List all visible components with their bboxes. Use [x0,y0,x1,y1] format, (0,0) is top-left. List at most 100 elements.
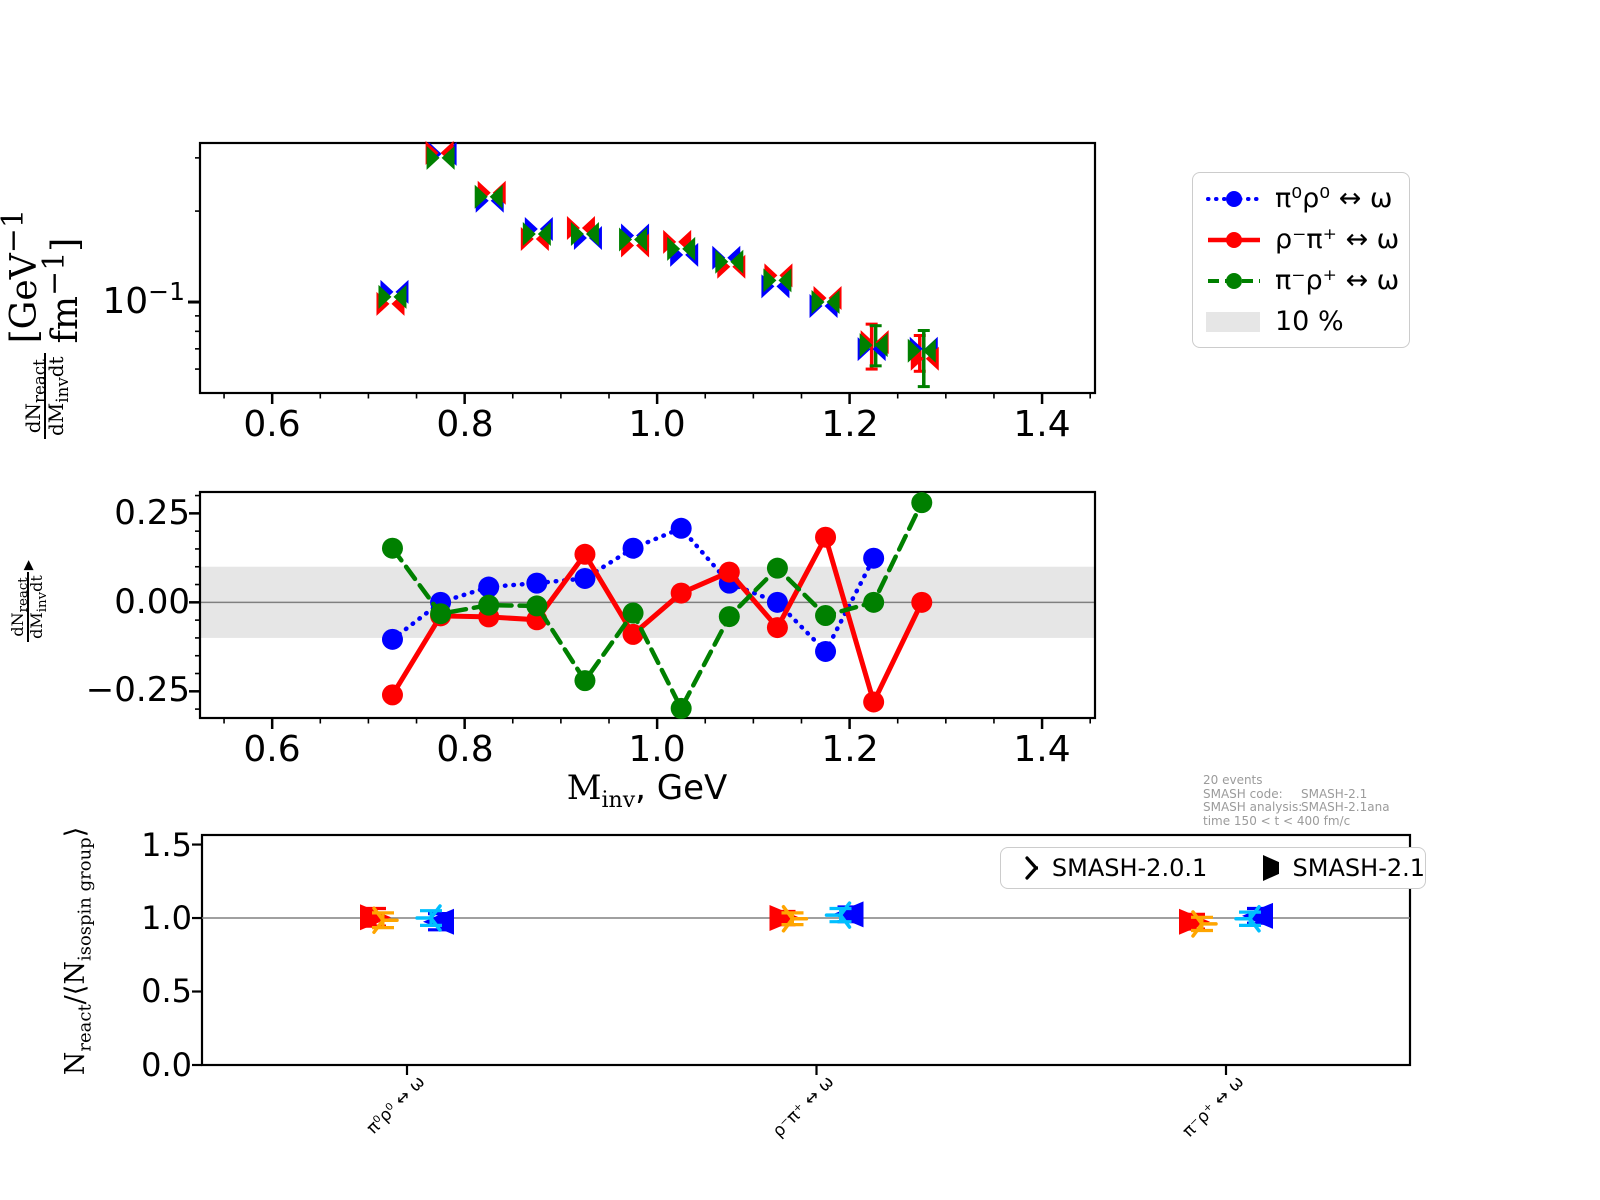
data-point [381,537,403,559]
bowtie-marker [522,221,551,246]
triangle-left-marker [832,901,864,928]
data-point [670,582,692,604]
fraction: dNreact dMinvdt [8,572,50,642]
data-point [574,567,596,589]
middle-panel-series [381,517,885,662]
triangle-right-marker-icon [1262,855,1279,881]
mid-ytick-label: −0.25 [85,670,190,710]
xtick-label: 1.0 [628,729,686,770]
legend-item-label: 10 % [1275,306,1344,337]
dotted-line-sample-icon [1206,190,1262,207]
bowtie-marker [715,249,744,274]
legend-item: π⁻ρ⁺ ↔ ω [1193,260,1409,301]
data-point [478,576,500,598]
legend-item-label: SMASH-2.0.1 [1051,854,1208,882]
data-point [670,697,692,719]
data-point [718,606,740,628]
xtick-label: 0.8 [436,404,494,445]
top-panel-ytick-label: 10−1 [102,277,185,322]
data-point [381,628,403,650]
top-panel-errorbars [865,322,930,389]
legend-item-label: π⁻ρ⁺ ↔ ω [1275,265,1400,296]
middle-panel-series [381,526,933,713]
data-point [670,517,692,539]
triangle-left-marker [423,908,454,935]
bowtie-marker [619,227,648,252]
bowtie-marker [667,236,696,261]
xtick-label: 1.4 [1013,729,1071,770]
mid-ytick-label: 0.00 [114,582,190,622]
data-point [381,684,403,706]
data-point [766,557,788,579]
data-point [622,602,644,624]
data-point [622,537,644,559]
data-point [526,572,548,594]
x-axis-label: Minv, GeV [566,768,728,813]
bot-ytick-label: 0.0 [141,1046,192,1084]
bowtie-marker [763,268,792,293]
bowtie-marker [426,145,455,170]
band-sample-icon [1206,311,1260,332]
code-line: SMASH code: SMASH-2.1 [1203,786,1368,801]
bowtie-marker [570,221,599,246]
events-line: 20 events [1203,773,1263,787]
bowtie-marker [907,338,936,363]
xtick-label: 0.6 [243,729,301,770]
middle-panel-ylabel: dNreact dMinvdt ▶ [2,526,54,676]
mid-ytick-label: 0.25 [114,493,190,533]
legend-item: π⁰ρ⁰ ↔ ω [1193,178,1409,219]
data-point [574,543,596,565]
xtick-label: 0.6 [243,404,301,445]
bot-ytick-label: 1.0 [141,899,192,937]
axis-ticks [188,157,1228,1075]
bot-ytick-label: 0.5 [141,972,192,1010]
triangle-right-marker [769,905,801,932]
xtick-label: 1.0 [628,404,686,445]
version-legend: SMASH-2.0.1 SMASH-2.1 [1000,847,1426,889]
data-point [863,591,885,613]
data-point [718,561,740,583]
triangle-left-marker [1242,902,1273,929]
data-point [863,691,885,713]
data-point [766,591,788,613]
data-point [766,617,788,639]
data-point [815,640,837,662]
top-panel-ylabel: dNreact dMinvdt [GeV−1 fm−1] [0,99,86,439]
bowtie-marker [474,184,503,209]
data-point [574,670,596,692]
legend-item-label: SMASH-2.1 [1292,854,1426,882]
dashed-line-sample-icon [1208,272,1260,289]
top-panel-markers [376,140,939,371]
legend: π⁰ρ⁰ ↔ ω ρ⁻π⁺ ↔ ω π⁻ρ⁺ ↔ ω 10 % [1192,172,1410,348]
bottom-panel-markers [360,901,1273,938]
triangle-marker-icon: ▶ [20,560,36,571]
xtick-label: 0.8 [436,729,494,770]
legend-item-label: π⁰ρ⁰ ↔ ω [1275,183,1393,214]
run-metadata-annotation: 20 events SMASH code: SMASH-2.1 SMASH ana… [1203,773,1390,828]
xtick-label: 1.2 [821,404,879,445]
middle-panel-series [381,492,933,719]
data-point [815,526,837,548]
data-point [478,594,500,616]
data-point [526,595,548,617]
legend-item-label: ρ⁻π⁺ ↔ ω [1275,224,1400,255]
data-point [622,623,644,645]
fraction: dNreact dMinvdt [21,353,72,439]
data-point [815,604,837,626]
solid-line-sample-icon [1208,231,1260,248]
analysis-line: SMASH analysis:SMASH-2.1ana [1203,800,1390,814]
legend-item: ρ⁻π⁺ ↔ ω [1193,219,1409,260]
bot-ytick-label: 1.5 [141,826,192,864]
data-point [911,492,933,514]
data-point [430,603,452,625]
xtick-label: 1.4 [1013,404,1071,445]
bowtie-marker [378,284,407,309]
triangle-right-marker [360,904,391,931]
legend-item: 10 % [1193,301,1409,342]
tri-right-marker-icon [1025,856,1038,880]
time-line: time 150 < t < 400 fm/c [1203,813,1351,828]
xtick-label: 1.2 [821,729,879,770]
bowtie-marker [859,333,888,358]
